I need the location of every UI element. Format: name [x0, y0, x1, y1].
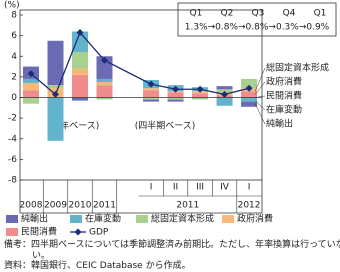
y-tick-label: 4 — [11, 52, 17, 62]
bar-segment — [167, 92, 184, 98]
y-tick-label: 2 — [11, 72, 17, 82]
bar-segment — [72, 74, 88, 98]
annotation-box — [177, 2, 337, 37]
bar-segment — [47, 40, 64, 86]
chart: (%) 1.3%→0.8%→0.8%→0.3%→0.9% (年ベース) (四半期… — [4, 1, 337, 238]
legend-swatch — [222, 215, 234, 223]
legend-label: 民間消費 — [21, 226, 57, 238]
bar-segment — [241, 78, 258, 89]
gdp-marker — [27, 70, 35, 78]
legend-label: 在庫変動 — [85, 213, 121, 225]
segment-label: 純輸出 — [266, 118, 293, 130]
y-axis-label: (%) — [4, 1, 20, 11]
y-tick-label: -2 — [8, 114, 17, 124]
bar-segment — [192, 93, 209, 98]
x-tick-label: 2010 — [69, 201, 92, 211]
bar-segment — [96, 78, 113, 83]
segment-label: 政府消費 — [266, 76, 302, 88]
bar-segment — [47, 85, 64, 89]
y-tick-label: 6 — [11, 31, 17, 41]
y-tick-label: 0 — [11, 93, 17, 103]
bar-segment — [72, 97, 88, 101]
plot-frame — [19, 9, 263, 181]
gdp-marker — [245, 84, 253, 92]
legend-swatch — [70, 215, 82, 223]
annotation: (四半期ベース) — [135, 120, 196, 132]
bar-segment — [216, 86, 233, 90]
y-tick-label: 8 — [11, 11, 17, 21]
x-group-label: 2012 — [238, 201, 261, 211]
remark: 備考：四半期ベースについては季節調整済み前期比。ただし、年率換算は行っていない。 — [4, 240, 340, 261]
legend-label: 純輸出 — [21, 213, 48, 225]
gdp-marker — [52, 90, 59, 98]
bar-segment — [143, 97, 160, 100]
gdp-line — [30, 31, 250, 96]
legend-swatch — [6, 215, 18, 223]
gdp-marker — [221, 90, 229, 98]
annotation: (年ベース) — [57, 120, 100, 132]
bar-segment — [96, 82, 113, 86]
legend-label: GDP — [89, 228, 109, 238]
x-group-label: 2011 — [176, 201, 199, 211]
bar-segment — [143, 88, 160, 91]
bar-segment — [47, 97, 64, 141]
bar-segment — [167, 99, 184, 102]
x-tick-label: 2008 — [20, 201, 43, 211]
bar-segment — [143, 90, 160, 98]
segment-label: 在庫変動 — [266, 104, 302, 116]
bar-segment — [23, 78, 39, 84]
bar-segment — [23, 97, 39, 104]
annotation-quarter: Q1 — [190, 9, 203, 19]
x-tick-label: I — [248, 183, 251, 193]
gdp-marker — [101, 56, 108, 64]
x-tick-label: I — [150, 183, 153, 193]
x-tick-label: II — [173, 183, 178, 193]
leader-line — [254, 103, 266, 125]
annotation-quarter: Q1 — [314, 9, 327, 19]
x-tick-label: 2009 — [44, 201, 67, 211]
x-tick-label: III — [196, 183, 204, 193]
annotation-values: 1.3%→0.8%→0.8%→0.3%→0.9% — [185, 23, 330, 33]
bar-segment — [72, 68, 88, 75]
segment-label: 民間消費 — [266, 90, 302, 102]
bar-segment — [143, 99, 160, 102]
bar-segment — [72, 52, 88, 69]
x-tick-label: IV — [220, 183, 230, 193]
source: 資料：韓国銀行、CEIC Database から作成。 — [4, 261, 191, 271]
leader-line — [254, 67, 266, 92]
leader-line — [255, 95, 266, 98]
gdp-marker — [76, 29, 84, 37]
bar-segment — [23, 83, 39, 91]
annotation-quarter: Q3 — [252, 9, 265, 19]
y-tick-label: -4 — [8, 134, 17, 144]
bar-segment — [96, 97, 113, 100]
gdp-marker — [147, 80, 155, 88]
bar-segment — [167, 97, 184, 100]
gdp-marker — [172, 85, 180, 93]
bar-segment — [216, 97, 233, 106]
annotation-quarter: Q4 — [283, 9, 296, 19]
legend-swatch — [136, 215, 148, 223]
y-tick-label: -8 — [8, 176, 17, 186]
bar-segment — [241, 101, 258, 107]
legend-label: 総固定資本形成 — [151, 213, 214, 225]
legend-swatch — [6, 228, 18, 236]
segment-label: 総固定資本形成 — [266, 62, 329, 74]
x-tick-label: 2011 — [93, 201, 116, 211]
bar-segment — [241, 91, 258, 98]
leader-line — [254, 100, 266, 111]
gdp-marker — [196, 85, 204, 93]
leader-line — [254, 81, 266, 95]
legend-swatch — [74, 228, 82, 236]
annotation-quarter: Q2 — [221, 9, 234, 19]
bar-segment — [241, 97, 258, 102]
y-tick-label: -6 — [8, 155, 17, 165]
bar-segment — [96, 85, 113, 98]
legend-label: 政府消費 — [237, 213, 273, 225]
bar-segment — [192, 97, 209, 100]
bar-segment — [23, 90, 39, 98]
